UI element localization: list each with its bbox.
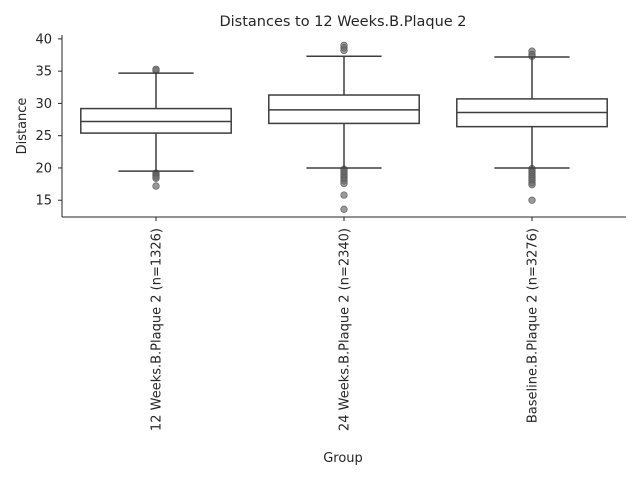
outlier-point (152, 174, 160, 182)
outlier-point (340, 46, 348, 55)
x-tick-label: 24 Weeks.B.Plaque 2 (n=2340) (338, 228, 353, 431)
y-tick-label: 30 (35, 97, 52, 112)
y-tick-label: 15 (35, 194, 52, 209)
y-axis-label: Distance (15, 98, 30, 155)
outlier-point (152, 182, 160, 190)
box-group (268, 41, 420, 213)
y-tick-label: 20 (35, 161, 52, 176)
outlier-point (152, 65, 160, 73)
x-tick-label: Baseline.B.Plaque 2 (n=3276) (526, 228, 541, 423)
x-axis-label: Group (323, 451, 363, 466)
outlier-point (340, 205, 348, 213)
outlier-point (340, 191, 348, 199)
x-tick-label: 12 Weeks.B.Plaque 2 (n=1326) (150, 228, 165, 431)
plot-area (80, 41, 608, 213)
y-tick-label: 25 (35, 129, 52, 144)
y-tick-label: 35 (35, 65, 52, 80)
y-axis-ticks: 15 20 25 30 35 40 (35, 32, 62, 209)
outlier-point (528, 181, 536, 189)
outlier-point (528, 196, 536, 204)
outlier-point (340, 179, 348, 188)
chart-title: Distances to 12 Weeks.B.Plaque 2 (219, 14, 466, 30)
x-axis-ticks: 12 Weeks.B.Plaque 2 (n=1326) 24 Weeks.B.P… (150, 217, 541, 431)
box-group (456, 47, 608, 204)
box-group (80, 65, 232, 190)
y-tick-label: 40 (35, 32, 52, 47)
